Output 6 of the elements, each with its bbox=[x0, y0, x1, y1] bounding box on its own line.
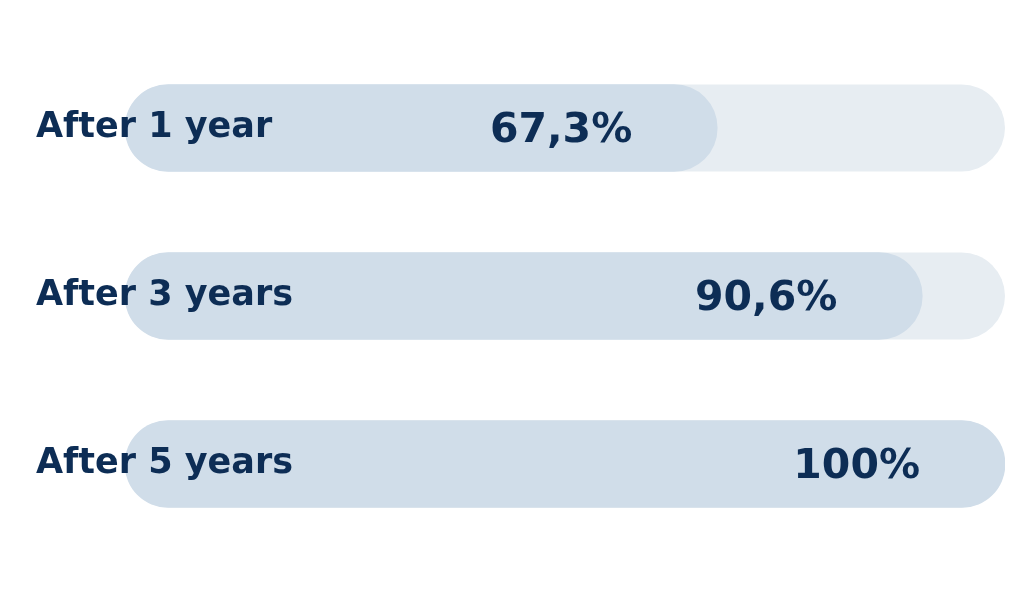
y-tick-label: After 3 years bbox=[36, 273, 294, 314]
data-label: 100% bbox=[793, 439, 920, 488]
y-tick-label: After 5 years bbox=[36, 441, 294, 482]
data-label: 67,3% bbox=[489, 103, 633, 152]
y-tick-label: After 1 year bbox=[36, 105, 273, 146]
data-label: 90,6% bbox=[695, 271, 838, 320]
